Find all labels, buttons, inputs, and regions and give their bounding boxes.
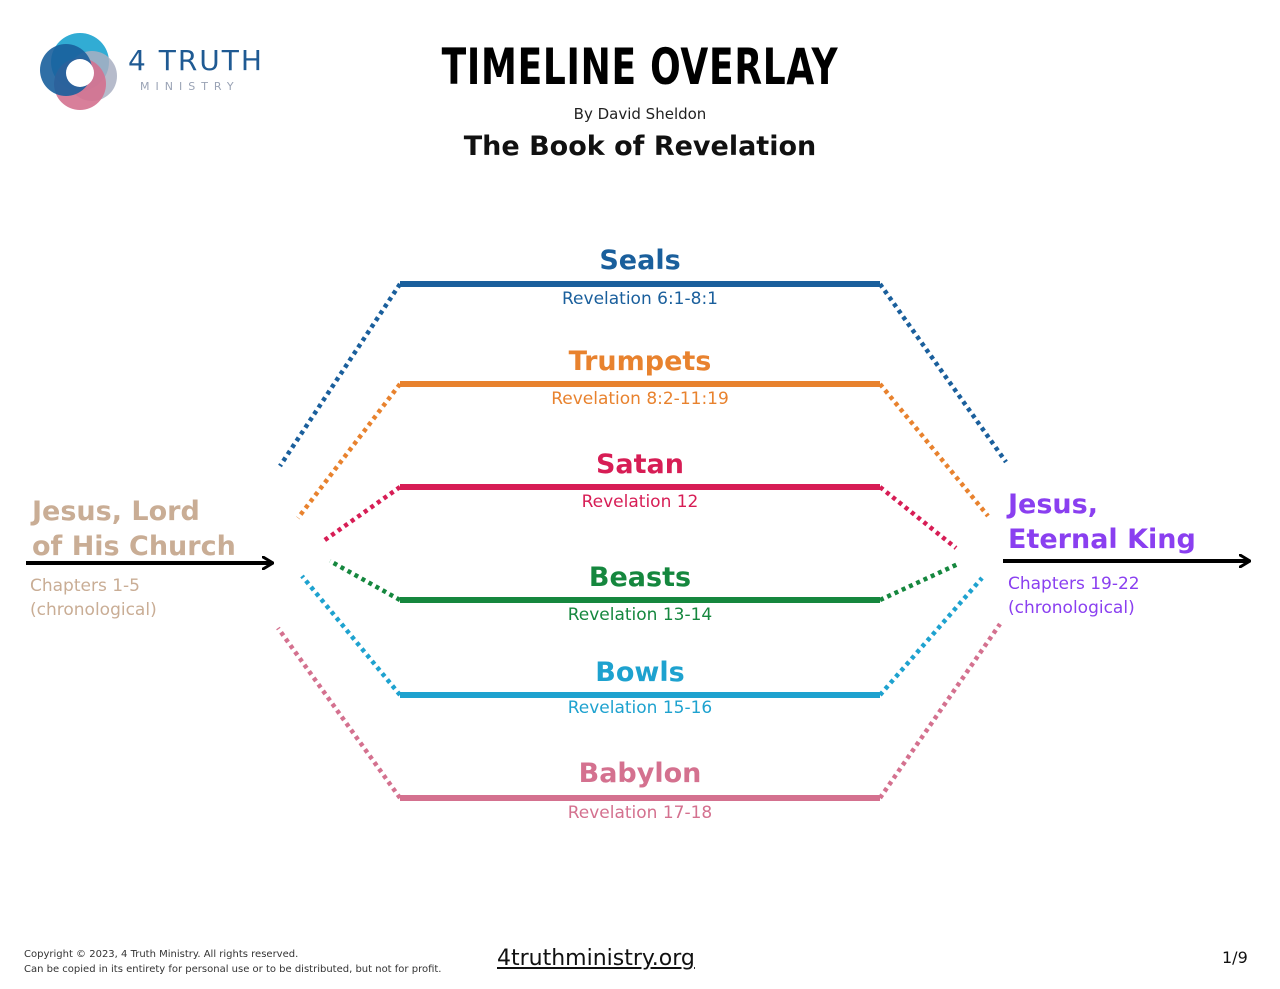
- left-sub-line2: (chronological): [30, 600, 157, 620]
- left-title-line1: Jesus, Lord: [32, 496, 200, 527]
- right-title-line1: Jesus,: [1008, 489, 1098, 520]
- right-sub-line2: (chronological): [1008, 598, 1135, 618]
- right-subtitle: Chapters 19-22 (chronological): [1008, 572, 1140, 620]
- page-title: TIMELINE OVERLAY: [441, 38, 839, 96]
- right-sub-line1: Chapters 19-22: [1008, 574, 1140, 594]
- band-ref-bowls: Revelation 15-16: [567, 698, 713, 718]
- band-label-babylon: Babylon: [578, 758, 702, 789]
- right-title: Jesus, Eternal King: [1008, 487, 1196, 557]
- band-label-trumpets: Trumpets: [568, 346, 712, 377]
- band-ref-beasts: Revelation 13-14: [567, 605, 713, 625]
- band-trumpets-lines: [296, 381, 990, 520]
- ministry-logo: [40, 33, 117, 110]
- band-ref-satan: Revelation 12: [581, 492, 699, 512]
- band-label-beasts: Beasts: [588, 562, 692, 593]
- band-seals-lines: [278, 281, 1008, 468]
- band-label-satan: Satan: [595, 449, 684, 480]
- left-sub-line1: Chapters 1-5: [30, 576, 140, 596]
- band-label-bowls: Bowls: [595, 657, 685, 688]
- author-byline: By David Sheldon: [573, 105, 707, 123]
- page-subtitle: The Book of Revelation: [463, 131, 817, 162]
- band-ref-babylon: Revelation 17-18: [567, 803, 713, 823]
- permission-line: Can be copied in its entirety for person…: [24, 964, 442, 975]
- band-beasts-lines: [328, 559, 959, 603]
- copyright-notice: Copyright © 2023, 4 Truth Ministry. All …: [24, 947, 441, 977]
- left-title-line2: of His Church: [32, 531, 236, 562]
- page-number: 1/9: [1222, 948, 1248, 967]
- logo-subtitle: MINISTRY: [140, 80, 240, 93]
- logo-name: 4 TRUTH: [128, 44, 264, 77]
- left-subtitle: Chapters 1-5 (chronological): [30, 574, 157, 622]
- band-bowls-lines: [300, 574, 984, 698]
- band-label-seals: Seals: [599, 245, 681, 276]
- left-title: Jesus, Lord of His Church: [32, 494, 236, 564]
- website-link[interactable]: 4truthministry.org: [497, 946, 695, 971]
- band-satan-lines: [320, 484, 958, 550]
- copyright-line: Copyright © 2023, 4 Truth Ministry. All …: [24, 949, 299, 960]
- right-title-line2: Eternal King: [1008, 524, 1196, 555]
- band-ref-trumpets: Revelation 8:2-11:19: [551, 389, 729, 409]
- band-babylon-lines: [276, 622, 1002, 801]
- band-ref-seals: Revelation 6:1-8:1: [562, 289, 718, 309]
